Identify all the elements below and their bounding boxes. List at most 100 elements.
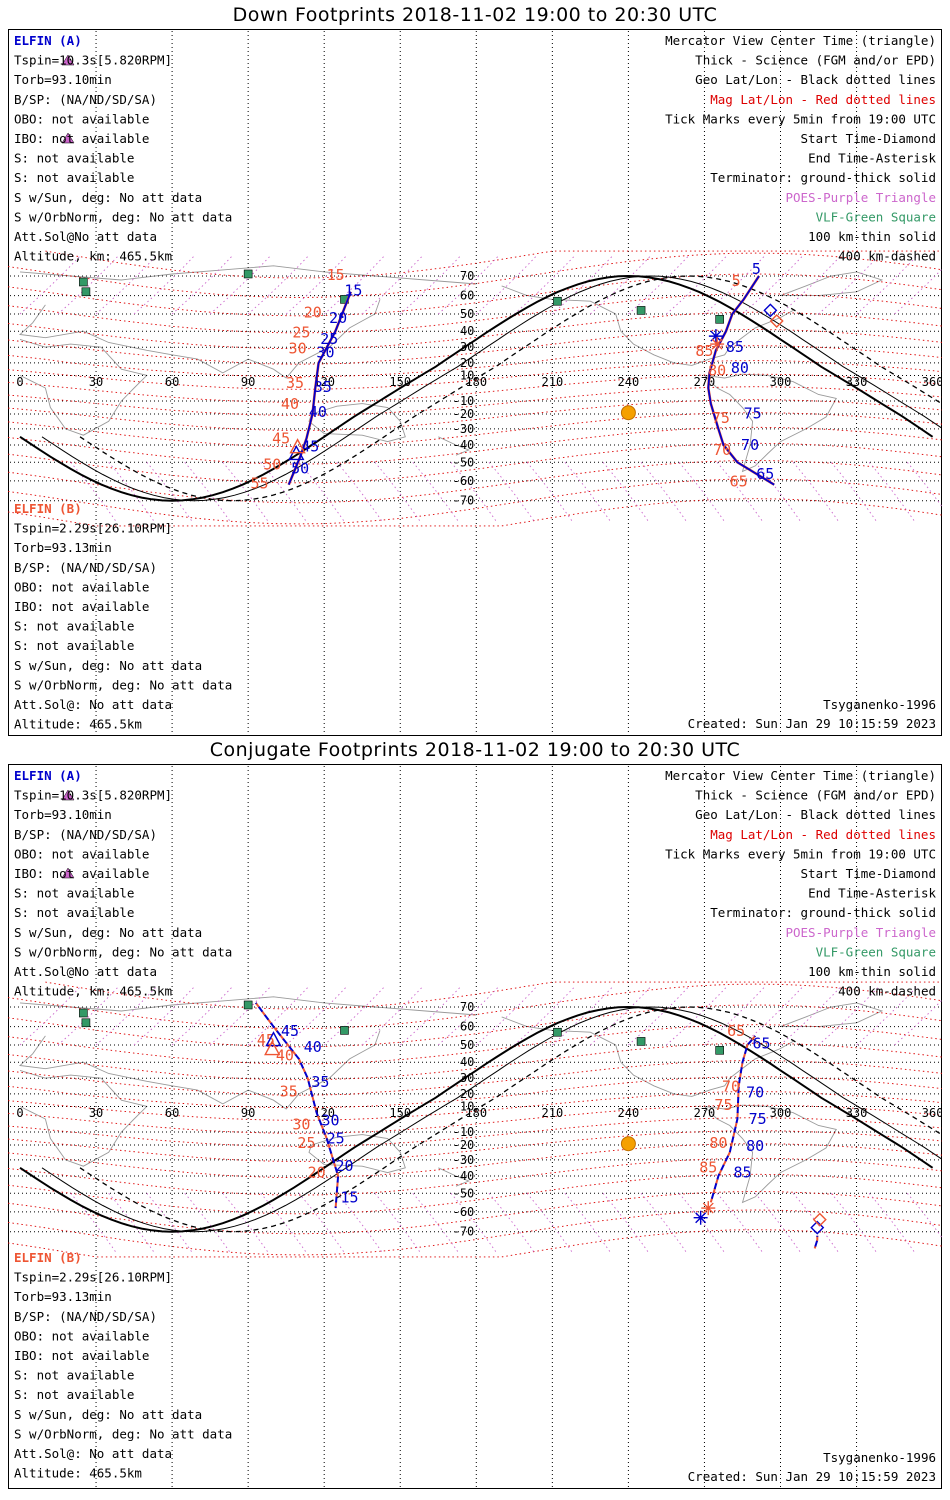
lat-tick-label-40: 40 [460,324,474,338]
mag-latitude--50 [8,442,942,484]
legend-right-line-11: 400 km-dashed [838,984,936,999]
coastline-2 [19,338,148,436]
track-label-b-20: 75 [714,1096,732,1114]
mag-meridian-north-22 [856,254,918,315]
legend-right: Mercator View Center Time (triangle) Thic… [665,33,936,264]
elfin-b-line-1: Torb=93.13min [14,1289,112,1304]
mag-latitude-50 [8,1024,942,1065]
elfin-a-line-4: IBO: not available [14,131,149,146]
track-label-b-22: 85 [699,1159,717,1177]
mag-meridian-north-17 [666,254,728,315]
map-frame [8,764,942,1489]
elfin-a-header: ELFIN (A) [14,33,82,48]
track-label-b-24: 85 [695,342,713,360]
track-label-b-23: 5 [732,272,741,290]
track-time-labels: 1520253035404550152025303540455055585807… [251,260,775,493]
mag-meridian-north-21 [818,254,880,315]
elfin-b-line-3: OBO: not available [14,579,149,594]
mag-meridian-north-7 [285,254,348,315]
mag-latitude--60 [8,460,942,504]
elfin-b-line-9: Att.Sol@: No att data [14,697,172,712]
track-label-a-18: 85 [726,338,744,356]
mag-latitude-0 [8,373,942,403]
mag-meridian-south-15 [640,1193,688,1254]
track-label-a-4: 25 [327,1130,345,1148]
mag-latitude-10 [8,360,942,390]
vlf-station-6 [715,314,724,324]
mag-meridian-south-3 [184,1193,231,1254]
elfin-a-line-8: S w/OrbNorm, deg: No att data [14,209,232,224]
elfin-a-line-10: Altitude, km: 465.5km [14,984,172,999]
elfin-a-line-8: S w/OrbNorm, deg: No att data [14,944,232,959]
panel-title-conjugate: Conjugate Footprints 2018-11-02 19:00 to… [209,739,741,761]
elfin-b-triangle-5 [289,438,306,454]
mag-meridian-south-7 [336,462,383,523]
mag-meridian-south-9 [412,1193,459,1254]
coastline-1 [18,1030,381,1110]
lon-tick-label-0: 0 [16,375,23,389]
lat-tick-label-50: 50 [460,1038,474,1052]
mag-meridian-north-16 [628,254,690,315]
mag-meridian-north-18 [704,985,766,1046]
terminator-400km-line [79,275,942,502]
elfin-b-diamond-1 [769,314,784,329]
down-footprints-map: 0 30 60 90 120 150 180 210 240 270 300 330 360706050… [8,29,942,736]
elfin-a-track-0 [287,291,352,486]
mag-meridian-south-21 [868,462,916,523]
track-label-b-11: 30 [289,339,307,357]
satellite-tracks [287,275,775,486]
mag-latitude--10 [8,386,942,416]
mag-meridian-south-22 [906,462,942,508]
track-label-a-22: 65 [756,465,774,483]
mag-meridian-south-6 [298,462,345,523]
lon-tick-label-300: 300 [770,1106,792,1120]
mag-meridian-south-2 [146,1193,193,1254]
track-label-a-14: 70 [746,1084,764,1102]
mag-meridian-south-5 [260,462,307,523]
mag-meridian-south-4 [222,1193,269,1254]
legend-right-line-4: Tick Marks every 5min from 19:00 UTC [665,111,936,126]
track-label-b-27: 70 [713,441,731,459]
mag-meridian-south-5 [260,1193,307,1254]
lat-tick-label-20: 20 [460,1087,474,1101]
elfin-b-asterisk-3 [701,1201,716,1216]
mag-meridian-north-2 [95,254,158,315]
track-label-a-17: 85 [733,1164,751,1182]
mag-meridian-south-17 [716,1193,764,1254]
coastline-6 [780,271,884,297]
mag-meridian-south-11 [488,462,535,523]
legend-right-line-9: VLF-Green Square [816,944,936,959]
lon-tick-label-180: 180 [465,375,487,389]
elfin-a-line-6: S: not available [14,905,134,920]
mag-latitude--60 [8,1191,942,1235]
model-label: Tsyganenko-1996 [823,1450,936,1465]
mag-meridian-south-12 [526,462,573,523]
mag-grid [8,250,942,527]
track-label-b-12: 20 [308,1164,326,1182]
mag-latitude-30 [8,1060,942,1096]
mag-latitude-30 [8,329,942,365]
terminator-100km-line [41,275,942,502]
lat-tick-label--40: -40 [453,1169,475,1183]
mag-meridian-north-9 [361,254,424,315]
elfin-a-diamond-0 [763,303,778,318]
coastline-7 [438,1167,470,1187]
vlf-station-4 [553,1027,562,1037]
lon-tick-label-30: 30 [89,1106,103,1120]
mag-meridian-south-12 [526,1193,573,1254]
track-label-b-11: 25 [297,1134,315,1152]
vlf-station-5 [636,1037,646,1046]
satellite-tracks [254,1002,819,1249]
sun-marker [620,1136,636,1152]
mag-meridian-south-10 [450,462,497,523]
elfin-b-line-6: S: not available [14,638,134,653]
vlf-stations [79,1000,724,1055]
vlf-station-5 [636,306,646,315]
track-label-a-13: 65 [752,1035,770,1053]
elfin-a-line-6: S: not available [14,170,134,185]
elfin-b-line-5: S: not available [14,619,134,634]
coastline-7 [438,436,470,456]
poes-triangle-0 [61,54,75,66]
track-label-a-1: 40 [304,1038,322,1056]
lon-tick-label-60: 60 [165,375,179,389]
